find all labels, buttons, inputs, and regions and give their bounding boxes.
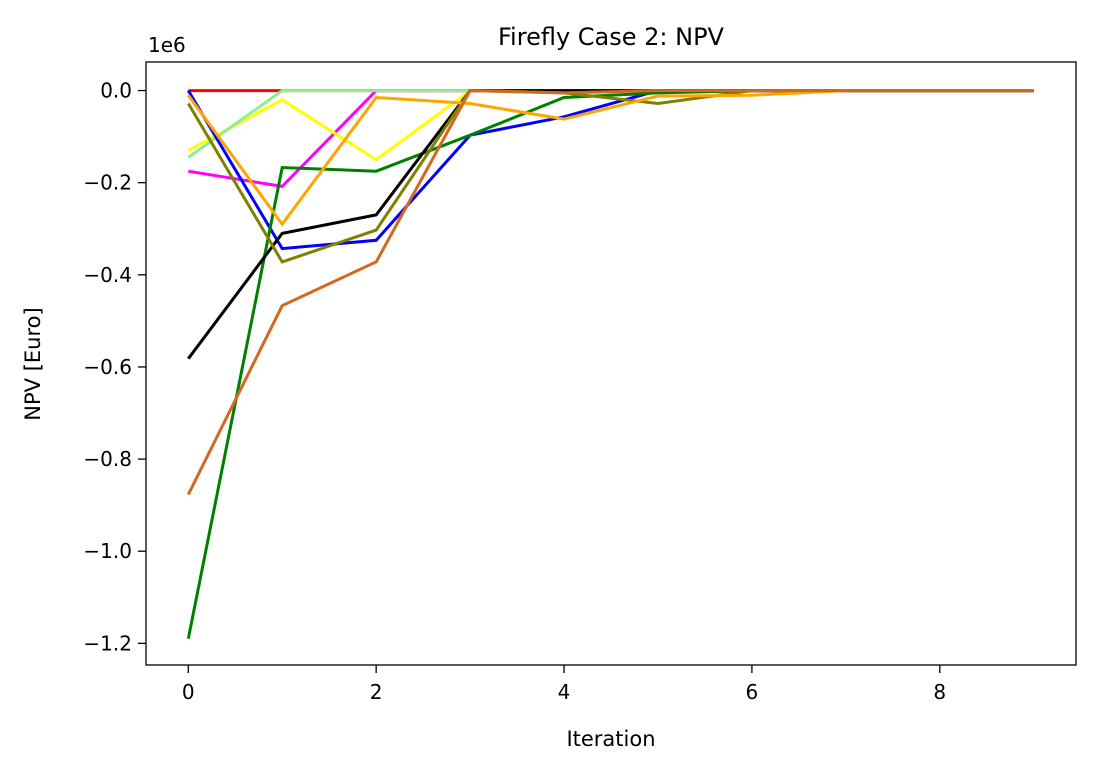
y-tick-label: −0.8: [83, 447, 132, 471]
series-lines: [186, 89, 1034, 639]
x-tick-label: 2: [370, 680, 383, 704]
plot-frame: [145, 61, 1077, 666]
x-axis: 0 2 4 6 8: [182, 665, 946, 704]
y-tick-label: −1.2: [83, 631, 132, 655]
series-line-8: [187, 89, 1034, 264]
y-tick-label: −0.2: [83, 171, 132, 195]
y-offset-text: 1e6: [148, 33, 186, 57]
y-tick-label: 0.0: [100, 79, 132, 103]
series-line-10: [186, 89, 1034, 496]
y-axis-title: NPV [Euro]: [21, 307, 45, 420]
series-line-9: [187, 89, 1034, 227]
y-axis: 0.0 −0.2 −0.4 −0.6 −0.8 −1.0 −1.2: [83, 79, 146, 655]
y-tick-label: −1.0: [83, 539, 132, 563]
chart-title: Firefly Case 2: NPV: [498, 23, 725, 51]
y-tick-label: −0.6: [83, 355, 132, 379]
x-tick-label: 8: [933, 680, 946, 704]
x-tick-label: 0: [182, 680, 195, 704]
x-axis-title: Iteration: [566, 727, 655, 751]
series-line-3: [187, 89, 1034, 162]
x-tick-label: 4: [558, 680, 571, 704]
y-tick-label: −0.4: [83, 263, 132, 287]
series-line-4: [187, 89, 1034, 159]
x-tick-label: 6: [746, 680, 759, 704]
series-line-6: [186, 89, 1034, 639]
series-line-7: [187, 89, 1034, 360]
